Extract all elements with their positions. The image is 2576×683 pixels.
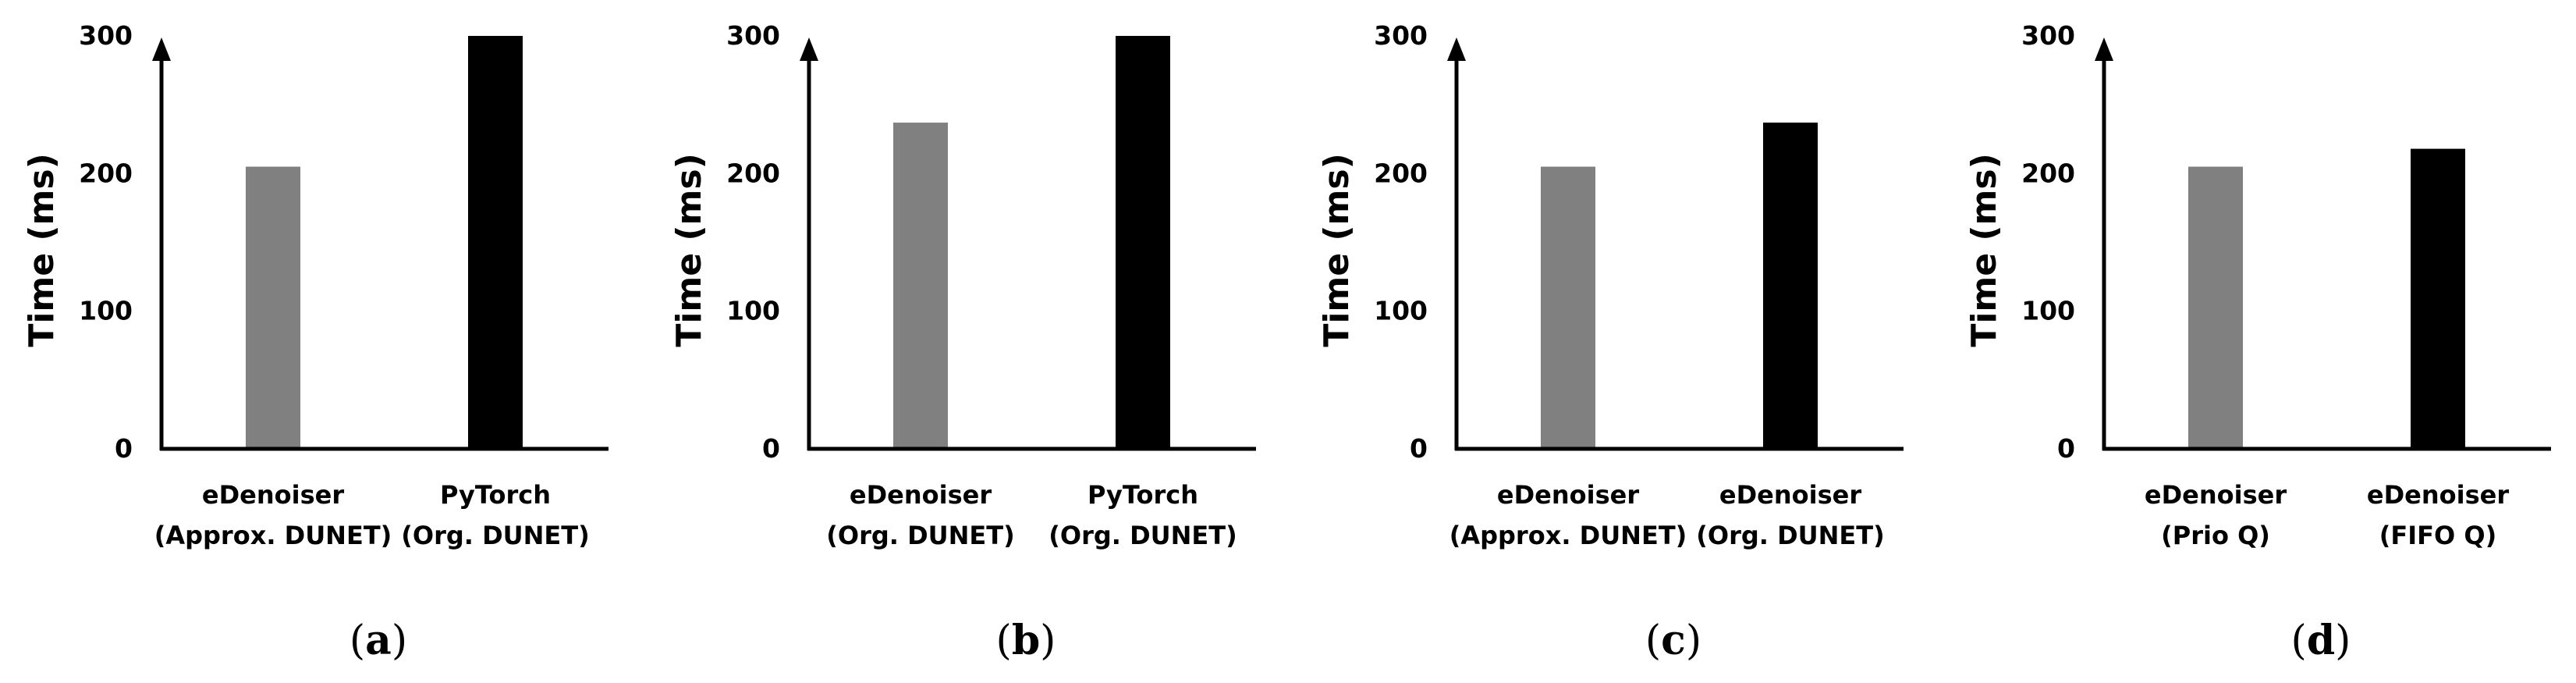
- bar-1: [246, 166, 300, 449]
- y-axis-arrow: [2095, 37, 2113, 61]
- x-category-label: eDenoiser: [202, 480, 344, 510]
- chart-panel-2: 0 100 200 300 Time (ms) eDenoiser (Org. DUNET)…: [669, 20, 1256, 664]
- y-tick-label: 100: [79, 296, 133, 326]
- y-axis-arrow: [152, 37, 171, 61]
- x-category-label: PyTorch: [440, 480, 551, 510]
- panel-caption: (d): [2291, 617, 2351, 664]
- x-category-label: (Org. DUNET): [401, 521, 589, 550]
- panel-caption: (b): [996, 617, 1056, 664]
- x-category-label: (Approx. DUNET): [154, 521, 392, 550]
- x-category-label: (Org. DUNET): [826, 521, 1014, 550]
- x-category-label: eDenoiser: [1497, 480, 1639, 510]
- x-category-label: eDenoiser: [2367, 480, 2509, 510]
- y-axis-arrow: [800, 37, 818, 61]
- x-category-label: (Org. DUNET): [1048, 521, 1237, 550]
- y-tick-label: 100: [726, 296, 780, 326]
- x-category-label: (Approx. DUNET): [1449, 521, 1687, 550]
- y-axis-label: Time (ms): [669, 153, 709, 347]
- bar-2: [1116, 36, 1170, 449]
- x-category-label: eDenoiser: [1719, 480, 1861, 510]
- y-axis-label: Time (ms): [1317, 153, 1357, 347]
- bar-2: [468, 36, 523, 449]
- x-category-label: eDenoiser: [850, 480, 992, 510]
- y-tick-label: 0: [1410, 433, 1428, 464]
- y-tick-label: 0: [115, 433, 133, 464]
- y-tick-label: 300: [726, 20, 780, 51]
- x-category-label: (Org. DUNET): [1696, 521, 1884, 550]
- y-tick-label: 200: [1374, 158, 1428, 188]
- x-category-label: PyTorch: [1088, 480, 1198, 510]
- chart-panel-1: 0 100 200 300 Time (ms) eDenoiser (Approx. DUN…: [22, 20, 609, 664]
- y-tick-label: 0: [2057, 433, 2075, 464]
- x-category-label: (Prio Q): [2161, 521, 2270, 550]
- bar-1: [2188, 166, 2243, 449]
- panel-caption: (a): [349, 617, 407, 664]
- x-category-label: eDenoiser: [2145, 480, 2287, 510]
- bar-2: [2411, 148, 2465, 450]
- y-tick-label: 100: [1374, 296, 1428, 326]
- y-tick-label: 200: [2021, 158, 2075, 188]
- bar-2: [1763, 123, 1818, 449]
- bar-1: [893, 123, 948, 449]
- y-axis-label: Time (ms): [1964, 153, 2004, 347]
- x-category-label: (FIFO Q): [2379, 521, 2496, 550]
- y-axis-arrow: [1447, 37, 1466, 61]
- y-tick-label: 100: [2021, 296, 2075, 326]
- bar-1: [1541, 166, 1595, 449]
- y-tick-label: 300: [2021, 20, 2075, 51]
- chart-panel-3: 0 100 200 300 Time (ms) eDenoiser (Approx. DUN…: [1317, 20, 1904, 664]
- y-tick-label: 200: [726, 158, 780, 188]
- y-axis-label: Time (ms): [22, 153, 62, 347]
- y-tick-label: 0: [762, 433, 780, 464]
- panel-caption: (c): [1645, 617, 1701, 664]
- y-tick-label: 300: [79, 20, 133, 51]
- chart-panel-4: 0 100 200 300 Time (ms) eDenoiser (Prio Q) eDen…: [1964, 20, 2551, 664]
- y-tick-label: 200: [79, 158, 133, 188]
- y-tick-label: 300: [1374, 20, 1428, 51]
